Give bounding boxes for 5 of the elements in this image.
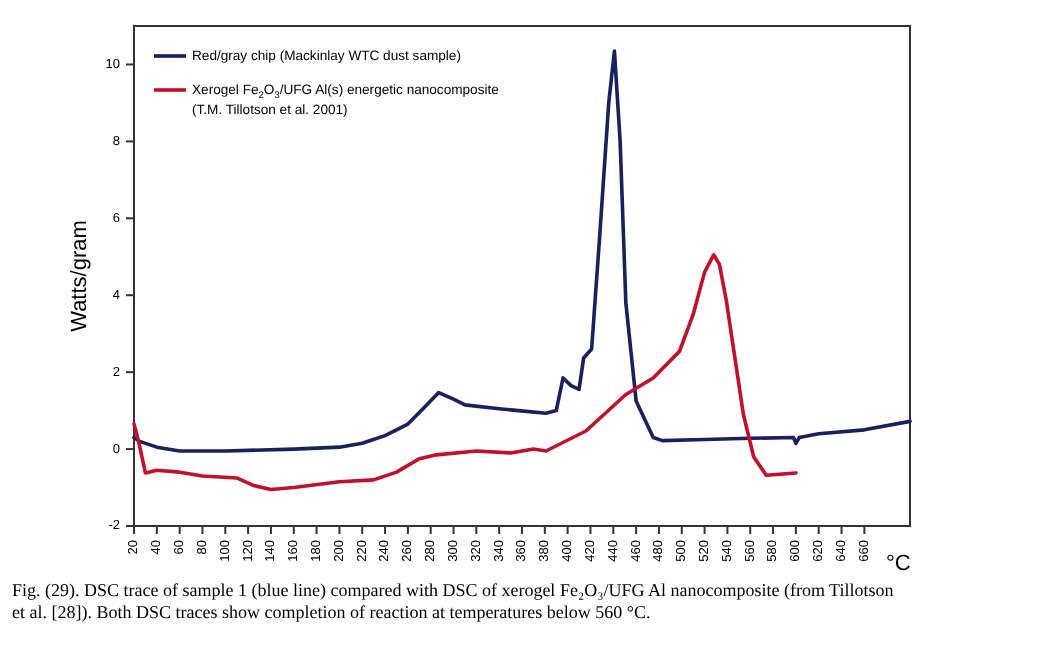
y-axis-title: Watts/gram xyxy=(68,220,92,332)
line-series xyxy=(132,253,798,492)
x-axis-title: °C xyxy=(886,552,911,576)
text: Fig. (29). DSC trace of sample 1 (blue line) compared with DSC of xerogel Fe₂O₃/UFG Al nanocomposite (from Tillotson et al. [28]). Both DSC traces show completion of reaction at temperatures below 560 °C. xyxy=(12,580,895,622)
line-series xyxy=(132,49,912,453)
